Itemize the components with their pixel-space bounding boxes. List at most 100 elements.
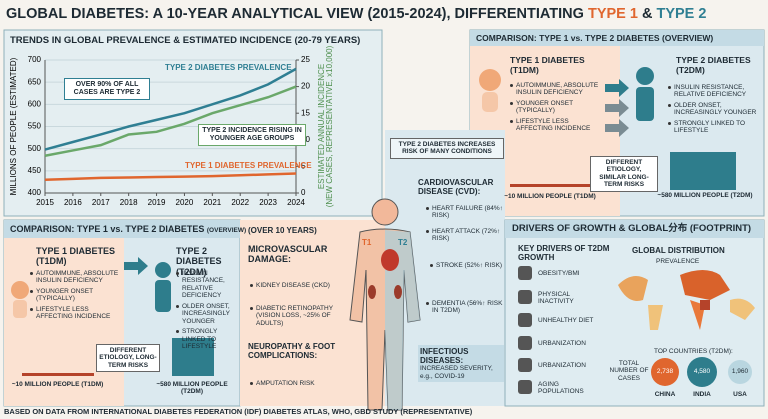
shape [518,358,532,372]
country-value: 4,580 [693,368,711,375]
bullet: STROKE (52%↑ RISK) [430,262,506,269]
series-label: TYPE 2 DIABETES PREVALENCE [165,63,292,72]
bullet: YOUNGER ONSET (TYPICALLY) [30,288,122,303]
shape [518,313,532,327]
y-tick-label: 650 [28,77,42,86]
bullet: KIDNEY DISEASE (CKD) [250,282,336,289]
y2-axis-sublabel: (NEW CASES, REPRESENTATIVE, x10,000) [325,45,334,207]
infect: INFECTIOUS DISEASES: [420,347,469,366]
shape [618,276,648,301]
shape [605,119,629,137]
y-tick-label: 600 [28,99,42,108]
center-box: DIFFERENT ETIOLOGY, SIMILAR LONG-TERM RI… [590,156,658,192]
shape [22,373,94,376]
driver: OBESITY/BMI [538,270,580,277]
panel-title: COMPARISON: TYPE 1 vs. TYPE 2 DIABETES (… [10,224,246,234]
shape [4,238,124,406]
shape [124,257,148,275]
cvd: CARDIOVASCULAR DISEASE (CVD): [418,178,494,197]
shape [605,79,629,97]
title-type1: TYPE 1 [587,6,638,22]
title: GLOBAL DIABETES: A 10-YEAR ANALYTICAL VI… [6,6,706,23]
country-value: 2,738 [656,368,674,375]
intro-box: TYPE 2 DIABETES INCREASES RISK OF MANY C… [390,138,504,159]
bullet: YOUNGER ONSET (TYPICALLY) [510,100,602,115]
t2-label: T2 [398,238,408,247]
neuro: NEUROPATHY & FOOT COMPLICATIONS: [248,342,336,361]
t2-list: INSULIN RESISTANCE, RELATIVE DEFICIENCY O… [668,84,762,138]
bullet: INSULIN RESISTANCE, RELATIVE DEFICIENCY [176,270,242,300]
bullet: HEART ATTACK (72%↑ RISK) [426,228,508,243]
shape [504,219,765,407]
shape [687,357,717,387]
y-tick-label: 400 [28,188,42,197]
x-tick-label: 2022 [231,198,249,207]
shape [518,336,532,350]
shape [394,285,402,299]
shape [518,380,532,394]
y2-tick-label: 5 [301,162,306,171]
country-name: USA [733,391,747,398]
y2-tick-label: 0 [301,188,306,197]
shape [680,270,730,300]
title-text: GLOBAL DIABETES: A 10-YEAR ANALYTICAL VI… [6,6,584,22]
t1-list: AUTOIMMUNE, ABSOLUTE INSULIN DEFICIENCY Y… [510,82,602,136]
t2-people: ~580 MILLION PEOPLE (T2DM) [657,192,753,199]
t2-people: ~580 MILLION PEOPLE (T2DM) [156,381,228,396]
micro: MICROVASCULAR DAMAGE: [248,244,328,265]
y2-axis-label: ESTIMATED ANNUAL INCIDENCE [317,64,326,189]
series-line [44,67,297,151]
x-tick-label: 2019 [148,198,166,207]
driver: AGING POPULATIONS [538,381,584,396]
y2-tick-label: 25 [301,55,310,64]
x-tick-label: 2015 [36,198,54,207]
bullet: DIABETIC RETINOPATHY (VISION LOSS, ~25% … [250,305,344,327]
shape [381,249,399,271]
shape [670,152,736,190]
series-line [44,172,297,181]
shape [385,230,420,410]
bullet: AUTOIMMUNE, ABSOLUTE INSULIN DEFICIENCY [510,82,602,97]
key-title: KEY DRIVERS OF T2DM GROWTH [518,244,610,263]
center-box: DIFFERENT ETIOLOGY, LONG-TERM RISKS [96,344,160,373]
shape [368,285,376,299]
shape [518,266,532,394]
bullet: OLDER ONSET, INCREASINGLY YOUNGER [668,102,762,117]
x-tick-label: 2020 [176,198,194,207]
country-name: INDIA [693,391,711,398]
x-tick-label: 2017 [92,198,110,207]
y-axis-label: MILLIONS OF PEOPLE (ESTIMATED) [9,57,18,195]
shape [470,30,764,46]
bullet: HEART FAILURE (84%↑ RISK) [426,205,508,220]
shape [728,360,752,384]
shape [4,220,240,238]
shape [13,300,27,318]
shape [651,358,679,386]
map-title: GLOBAL DISTRIBUTION [632,246,725,255]
t2-list: INSULIN RESISTANCE, RELATIVE DEFICIENCY O… [176,270,242,354]
shape [479,69,501,91]
panel-title-note: (OVERVIEW) [206,227,247,234]
shape [518,290,532,304]
x-tick-label: 2021 [203,198,221,207]
y2-tick-label: 20 [301,82,310,91]
shape [482,92,498,112]
bullet: STRONGLY LINKED TO LIFESTYLE [668,120,762,135]
x-tick-label: 2023 [259,198,277,207]
shape [371,198,399,226]
shape [505,220,764,238]
shape [518,266,532,280]
bullet: LIFESTYLE LESS AFFECTING INCIDENCE [30,306,122,321]
country-value: 1,960 [731,368,749,375]
panel-title: COMPARISON: TYPE 1 vs. TYPE 2 DIABETES (… [476,33,714,43]
y-tick-label: 500 [28,144,42,153]
series-label: TYPE 1 DIABETES PREVALENCE [185,161,312,170]
x-tick-label: 2018 [120,198,138,207]
shape [155,280,171,312]
infect-box: INFECTIOUS DISEASES: INCREASED SEVERITY, … [418,345,504,383]
bullet: AUTOIMMUNE, ABSOLUTE INSULIN DEFICIENCY [30,270,122,285]
map-sub: PREVALENCE [656,258,700,265]
bullet: AMPUTATION RISK [250,380,336,387]
shape [605,99,629,117]
